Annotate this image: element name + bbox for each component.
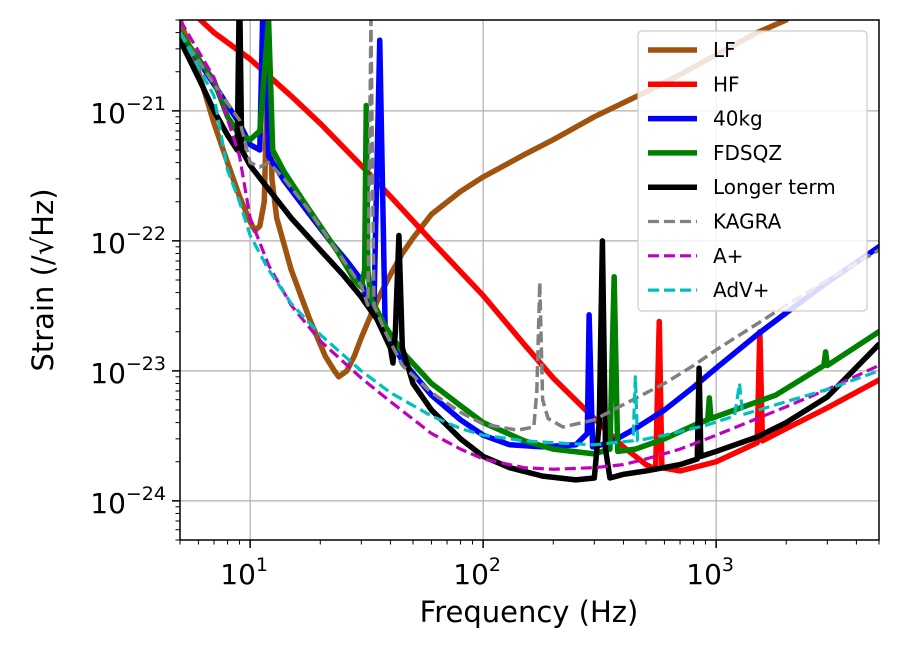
series-line-fdsqz	[180, 20, 879, 457]
legend-label-fdsqz: FDSQZ	[713, 141, 782, 165]
y-tick-label: 10−23	[90, 353, 166, 390]
tick-labels: 101 102 103 10−24 10−23 10−22 10−21	[90, 93, 734, 591]
x-tick-label: 102	[453, 554, 501, 591]
legend: LF HF 40kg FDSQZ Longer term KAGRA A+ AdV+	[637, 30, 868, 312]
legend-label-40kg: 40kg	[713, 107, 763, 131]
legend-label-a: A+	[713, 244, 743, 268]
series-line-adv	[180, 31, 879, 447]
y-tick-label: 10−21	[90, 93, 166, 130]
x-tick-label: 101	[220, 554, 268, 591]
legend-label-hf: HF	[713, 72, 740, 96]
legend-frame	[637, 30, 868, 312]
series-line-40kg	[180, 20, 879, 450]
legend-label-adv: AdV+	[713, 278, 769, 302]
ticks	[172, 19, 880, 548]
y-tick-label: 10−24	[90, 483, 166, 520]
series-group	[180, 20, 879, 483]
y-tick-label: 10−22	[90, 223, 166, 260]
series-line-a	[180, 20, 879, 471]
legend-label-kagra: KAGRA	[713, 210, 782, 234]
x-axis-label: Frequency (Hz)	[420, 595, 639, 629]
y-axis-label: Strain (/√Hz)	[26, 188, 60, 371]
series-line-kagra	[180, 20, 879, 432]
legend-label-lf: LF	[713, 38, 736, 62]
x-tick-label: 103	[686, 554, 734, 591]
legend-label-longer-term: Longer term	[713, 175, 836, 199]
